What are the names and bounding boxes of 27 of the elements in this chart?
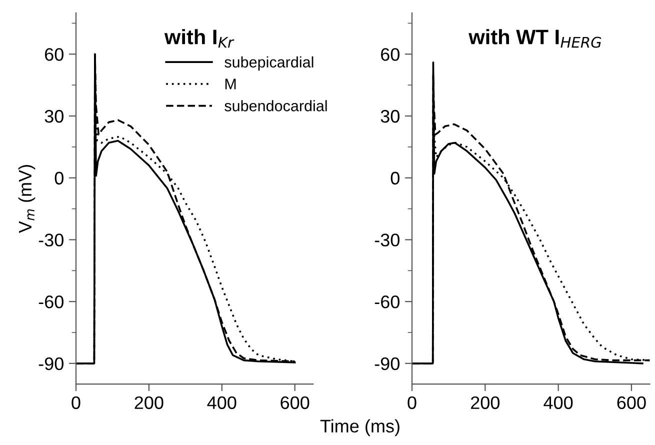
text: with I$_{Kr}$: [164, 29, 234, 48]
y-tick-label: 30: [380, 110, 400, 123]
text: with WT I$_{HERG}$: [468, 29, 602, 48]
legend-label: subepicardial: [224, 56, 314, 71]
y-tick-label: 0: [54, 172, 64, 185]
x-tick-label: 400: [207, 396, 236, 410]
x-tick-label: 600: [617, 396, 646, 410]
y-tick-label: 60: [381, 48, 400, 61]
x-tick-label: 0: [72, 396, 80, 410]
y-tick-label: -30: [374, 234, 400, 246]
y-tick-label: 60: [45, 48, 64, 61]
y-tick-label: -60: [374, 295, 400, 308]
y-tick-label: 0: [390, 172, 400, 185]
x-tick-label: 200: [134, 396, 164, 410]
legend-label: subendocardial: [224, 100, 327, 112]
x-tick-label: 600: [280, 396, 310, 410]
y-tick-label: 30: [44, 110, 64, 123]
y-tick-label: -30: [38, 234, 64, 246]
y-axis-title: V$_{m}$ (mV): [18, 165, 36, 233]
y-tick-label: -90: [38, 357, 64, 370]
x-axis-title: Time (ms): [320, 419, 400, 436]
legend-label: M: [225, 78, 236, 90]
x-tick-label: 400: [544, 396, 573, 410]
y-tick-label: -60: [38, 295, 64, 308]
x-tick-label: 200: [471, 396, 500, 410]
y-tick-label: -90: [374, 357, 400, 370]
x-tick-label: 0: [408, 396, 416, 410]
